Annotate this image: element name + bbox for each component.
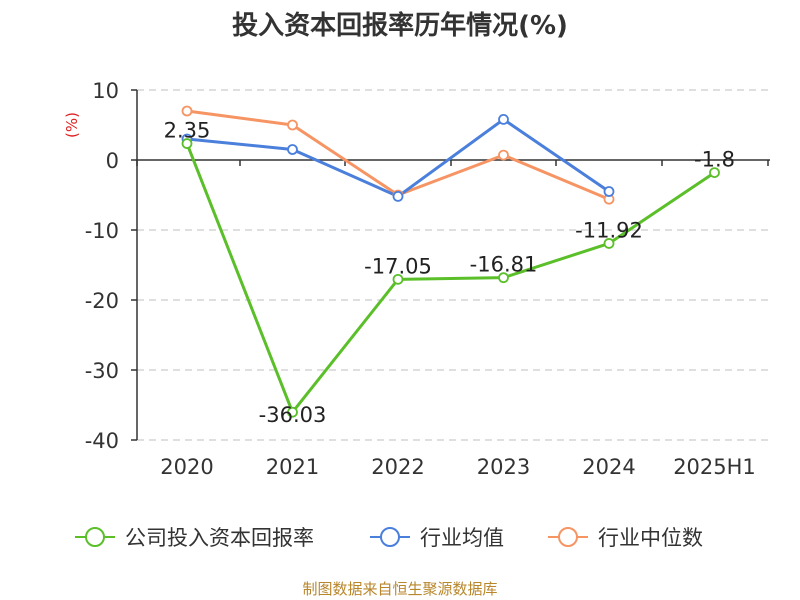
series-points — [181, 105, 720, 418]
legend-label-company: 公司投入资本回报率 — [125, 526, 314, 550]
y-tick-label: -30 — [85, 359, 119, 383]
data-labels: 2.35 -36.03 -17.05 -16.81 -11.92 -1.8 — [164, 119, 735, 428]
point-avg — [392, 190, 404, 202]
point-company — [287, 406, 298, 418]
point-median — [498, 149, 509, 161]
x-tick-label: 2020 — [160, 455, 213, 479]
x-tick-label: 2023 — [477, 455, 530, 479]
axes — [131, 89, 770, 441]
data-label: -1.8 — [694, 148, 735, 172]
legend-marker-company — [85, 527, 105, 547]
source-note: 制图数据来自恒生聚源数据库 — [302, 580, 498, 598]
series-line-median — [186, 109, 610, 201]
data-label: -36.03 — [259, 403, 327, 427]
x-tick-labels: 2020 2021 2022 2023 2024 2025H1 — [160, 455, 756, 479]
legend-marker-median — [558, 527, 578, 547]
y-tick-labels: 10 0 -10 -20 -30 -40 — [85, 79, 119, 453]
gridlines — [137, 89, 770, 441]
point-median — [181, 105, 193, 117]
point-avg — [603, 186, 615, 197]
chart-title: 投入资本回报率历年情况(%) — [232, 11, 568, 41]
y-tick-label: -20 — [85, 289, 119, 313]
data-label: -16.81 — [470, 253, 538, 277]
legend-marker-avg — [380, 527, 400, 547]
point-company — [181, 138, 193, 149]
series-line-company — [185, 143, 716, 414]
x-tick-label: 2025H1 — [673, 455, 756, 479]
point-company — [392, 273, 404, 285]
y-tick-label: -10 — [85, 219, 119, 243]
point-avg — [287, 144, 298, 155]
point-company — [709, 167, 720, 179]
y-tick-label: 0 — [106, 149, 119, 173]
x-tick-label: 2022 — [371, 455, 424, 479]
point-avg — [498, 114, 509, 125]
x-tick-label: 2024 — [582, 455, 635, 479]
point-company — [498, 272, 509, 284]
legend-label-median: 行业中位数 — [598, 526, 703, 550]
x-tick-label: 2021 — [266, 455, 319, 479]
point-median — [287, 119, 298, 131]
y-tick-label: 10 — [92, 79, 119, 103]
series-line-avg — [186, 117, 610, 198]
y-tick-label: -40 — [85, 429, 119, 453]
data-label: -11.92 — [575, 218, 643, 242]
data-label: 2.35 — [164, 119, 211, 143]
data-label: -17.05 — [364, 254, 432, 278]
legend-label-avg: 行业均值 — [420, 526, 504, 550]
point-company — [603, 238, 615, 249]
y-axis-unit: (%) — [63, 112, 81, 138]
series-lines — [185, 109, 716, 414]
legend: 公司投入资本回报率 行业均值 行业中位数 — [75, 526, 703, 550]
